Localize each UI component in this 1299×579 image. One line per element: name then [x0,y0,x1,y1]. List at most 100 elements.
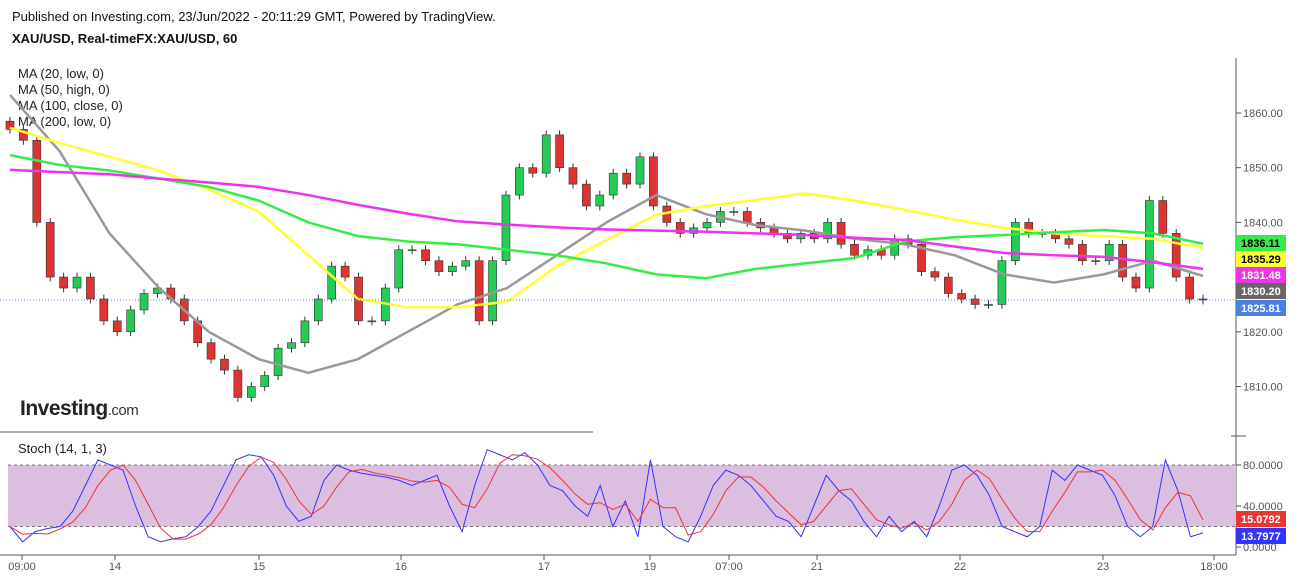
candle [729,207,739,216]
candle-body [970,298,980,305]
candle [461,256,471,271]
ma-line-50 [9,126,1204,309]
candle [528,163,538,178]
candle-body [1104,243,1114,261]
ma100-value-label: 1836.11 [1236,235,1286,251]
candle [1145,196,1154,293]
ma200-value-label-bg [1236,267,1286,283]
candle-body [260,375,270,387]
candle-body [1131,276,1141,289]
candle [1198,294,1208,305]
candle-body [568,167,578,185]
candle [112,316,122,337]
candle [99,294,109,326]
candle [823,218,832,244]
candle [327,261,337,304]
candle-body [1064,238,1074,245]
time-tick-label: 09:00 [8,561,36,573]
candle [72,272,82,293]
candle-body [32,140,42,223]
candle [19,125,28,145]
candle [59,272,68,293]
stoch-band [8,465,1236,527]
candle-body [1118,243,1127,278]
ma100-value-label-bg [1236,235,1286,251]
price-tick-label: 1810.00 [1243,382,1283,394]
ma20-value-label-text: 1830.20 [1241,286,1281,298]
candle [649,152,658,211]
candle [421,245,430,266]
candle-body [72,276,82,289]
ma200-value-label-text: 1831.48 [1241,270,1281,282]
candle-body [729,211,739,213]
candle-body [649,156,658,207]
investing-logo: Investing.com [20,397,139,420]
candle [850,239,859,260]
candle-body [984,304,993,306]
time-tick-label: 18:00 [1200,561,1228,573]
candle-body [327,265,337,300]
candle-body [99,298,109,322]
candle-body [997,260,1007,305]
candle [246,382,256,402]
candle [1158,196,1168,238]
candle [45,218,55,282]
candle [702,218,712,233]
candle-body [5,120,15,130]
candle-body [582,183,591,207]
candle-body [287,342,296,349]
price-tick-label: 1850.00 [1243,163,1283,175]
candle [273,343,283,380]
candle-body [1011,222,1020,261]
candle-body [206,342,216,360]
candle [541,130,551,178]
candle-body [635,156,645,185]
candle-body [59,276,68,289]
price-tick-label: 1840.00 [1243,217,1283,229]
time-tick-label: 22 [954,561,966,573]
candle-body [340,265,350,278]
stoch-k-value-label-text: 13.7977 [1241,531,1281,543]
ma200-value-label: 1831.48 [1236,267,1286,283]
candle [622,168,631,189]
candle-body [555,134,564,169]
ma-line-100 [9,153,1204,280]
candle-body [1158,200,1168,234]
candle-body [300,320,310,344]
candle [313,294,323,326]
candle-body [836,222,846,245]
candle [970,294,980,309]
time-tick-label: 17 [538,561,550,573]
candle-body [608,172,618,196]
candle [1064,234,1074,249]
ma50-value-label-bg [1236,251,1286,267]
candle-body [1171,233,1181,278]
candle-body [917,243,926,272]
ma-line-20 [9,94,1204,375]
candle [675,218,685,238]
candle-body [421,249,430,261]
time-tick-label: 15 [253,561,265,573]
candle-body [528,167,538,174]
stoch-tick-label: 80.0000 [1243,460,1283,472]
candle [635,152,645,189]
candle-body [86,276,95,300]
stoch-k-value-label: 13.7977 [1236,528,1286,544]
candle-body [541,134,551,174]
candle [394,245,404,293]
candle [917,239,926,277]
candle-body [850,243,859,256]
candle [448,261,457,277]
stoch-d-value-label-bg [1236,511,1286,527]
candle [434,256,444,277]
candle [474,256,484,326]
symbol-title: XAU/USD, Real-timeFX:XAU/USD, 60 [12,31,238,46]
legend-ma200: MA (200, low, 0) [18,114,112,129]
candle-body [957,293,967,300]
candle [407,245,417,255]
candle-body [434,260,444,272]
candle-body [407,249,417,252]
candle [287,338,296,353]
candle-body [501,194,511,261]
